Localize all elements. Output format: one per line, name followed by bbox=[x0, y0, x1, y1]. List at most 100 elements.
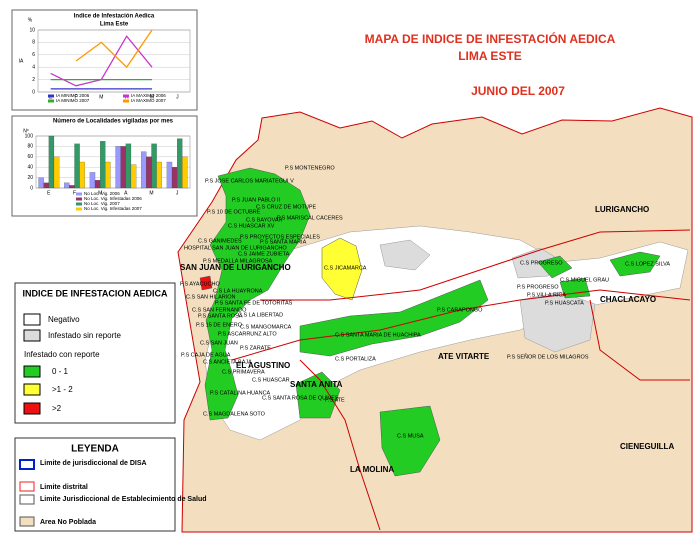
establishment-label: C.S SAN FERNANDO bbox=[192, 307, 247, 313]
zone-green bbox=[379, 405, 441, 477]
legend-swatch bbox=[48, 94, 54, 98]
zone-green bbox=[537, 255, 573, 279]
bar bbox=[89, 172, 96, 189]
bar bbox=[105, 161, 111, 189]
bar bbox=[48, 135, 55, 189]
establishment-label: C.S GANIMEDES bbox=[198, 238, 242, 244]
establishment-label: P.S 15 DE ENERO bbox=[196, 322, 243, 328]
establishment-label: P.S CATALINA HUANCA bbox=[210, 390, 271, 396]
legend-swatch bbox=[123, 99, 129, 103]
establishment-label: C.S MIGUEL GRAU bbox=[560, 277, 609, 283]
legend-label: No Loc. Vig. 2007 bbox=[84, 201, 120, 206]
map-title: MAPA DE INDICE DE INFESTACIÓN AEDICA bbox=[365, 31, 616, 46]
legend-item: Limite de jurisdiccional de DISA bbox=[40, 460, 147, 467]
zone-green bbox=[299, 279, 489, 357]
district-boundary bbox=[231, 289, 691, 361]
urban-grey bbox=[379, 239, 431, 271]
district-name: SANTA ANITA bbox=[290, 380, 343, 389]
establishment-label: C.S PORTALIZA bbox=[335, 356, 376, 362]
map-legend: LEYENDA Limite de jurisdiccional de DISA… bbox=[14, 437, 207, 532]
chart: Número de Localidades vigiladas por mes N… bbox=[23, 119, 191, 211]
y-tick-label: 40 bbox=[27, 165, 33, 171]
y-tick-label: 4 bbox=[32, 65, 35, 71]
establishment-label: P.S AYACUCHO bbox=[180, 281, 220, 287]
establishment-label: P.S SEÑOR DE LOS MILAGROS bbox=[507, 353, 589, 360]
swatch bbox=[23, 365, 41, 378]
x-tick-label: J bbox=[176, 190, 179, 196]
legend-text: Infestado con reporte bbox=[24, 350, 100, 359]
legend-text: >2 bbox=[52, 404, 62, 413]
x-tick-label: M bbox=[99, 94, 103, 100]
urban-grey bbox=[519, 291, 596, 353]
establishment-label: C.S SANTA ROSA DE QUIVES bbox=[262, 395, 339, 401]
swatch bbox=[19, 481, 35, 492]
bar bbox=[115, 146, 121, 189]
zone-yellow bbox=[321, 237, 363, 301]
legend-text: Negativo bbox=[48, 315, 80, 324]
district-name: LURIGANCHO bbox=[595, 205, 649, 214]
establishment-label: C.S SAN JUAN bbox=[200, 340, 238, 346]
bar bbox=[74, 143, 80, 189]
y-tick-label: 0 bbox=[30, 185, 33, 191]
index-legend: INDICE DE INFESTACION AEDICA Negativo In… bbox=[14, 282, 176, 424]
bar bbox=[38, 177, 44, 189]
chart: Indice de Infestación Aedica Lima Este% IA… bbox=[19, 14, 191, 103]
legend-label: IA MAXIMO 2007 bbox=[131, 98, 166, 103]
establishment-label: C.S BAYOVAR bbox=[246, 217, 283, 223]
data-line bbox=[75, 29, 153, 69]
legend-text: Infestado sin reporte bbox=[48, 331, 121, 340]
district-boundary bbox=[589, 299, 690, 381]
y-tick-label: 10 bbox=[29, 27, 35, 33]
bar bbox=[171, 167, 178, 189]
legend-text: Area No Poblada bbox=[40, 519, 96, 526]
x-tick-label: M bbox=[150, 94, 154, 100]
y-tick-label: 60 bbox=[27, 154, 33, 160]
establishment-label: C.S PROGRESO bbox=[520, 260, 563, 266]
establishment-label: C.S MANGOMARCA bbox=[240, 324, 292, 330]
zone-green bbox=[559, 277, 591, 299]
establishment-label: P.S CARAPONGO bbox=[437, 307, 483, 313]
district-name: EL AGUSTINO bbox=[236, 361, 290, 370]
unit-label: % bbox=[28, 17, 33, 23]
bar bbox=[120, 146, 126, 189]
y-tick-label: 8 bbox=[32, 40, 35, 46]
establishment-label: P.S ASCARRUNZ ALTO bbox=[218, 331, 277, 337]
bar bbox=[166, 161, 173, 189]
bar bbox=[43, 182, 49, 189]
establishment-label: C.S SANTA MARIA DE HUACHIPA bbox=[335, 332, 421, 338]
bar bbox=[141, 151, 147, 189]
legend-title: LEYENDA bbox=[71, 444, 119, 455]
establishment-label: C.S HUASCAR bbox=[252, 377, 290, 383]
bar bbox=[125, 143, 132, 189]
legend-label: No Loc. Vig. Infestadas 2006 bbox=[84, 196, 142, 201]
bar bbox=[151, 143, 157, 189]
swatch bbox=[19, 494, 35, 505]
bar bbox=[156, 161, 162, 189]
legend-text: Limite Jurisdiccional de Establecimiento… bbox=[40, 496, 207, 503]
swatch bbox=[23, 402, 41, 415]
y-tick-label: 0 bbox=[32, 89, 35, 95]
y-tick-label: 80 bbox=[27, 144, 33, 150]
x-tick-label: F bbox=[74, 94, 77, 100]
district-name: LA MOLINA bbox=[350, 465, 394, 474]
establishment-label: P.S JOSE CARLOS MARIATEGUI V bbox=[205, 178, 294, 184]
establishment-label: HOSPITAL SAN JUAN DE LURIGANCHO bbox=[184, 245, 287, 251]
legend-label: IA MINIMO 2007 bbox=[56, 98, 90, 103]
establishment-label: C.S MAGDALENA SOTO bbox=[203, 411, 266, 417]
establishment-label: C.S MUSA bbox=[397, 433, 424, 439]
zone-red bbox=[199, 275, 213, 291]
x-tick-label: A bbox=[124, 190, 128, 196]
legend-frame bbox=[14, 437, 176, 532]
legend-swatch bbox=[76, 192, 82, 196]
legend-text: >1 - 2 bbox=[52, 385, 73, 394]
district-name: CHACLACAYO bbox=[600, 295, 656, 304]
bar bbox=[146, 156, 152, 189]
x-tick-label: M bbox=[149, 190, 153, 196]
establishment-label: C.S PRIMAVERA bbox=[222, 369, 265, 375]
swatch bbox=[23, 383, 41, 396]
district-boundary bbox=[299, 359, 381, 531]
bar bbox=[177, 138, 183, 189]
legend-swatch bbox=[48, 99, 54, 103]
